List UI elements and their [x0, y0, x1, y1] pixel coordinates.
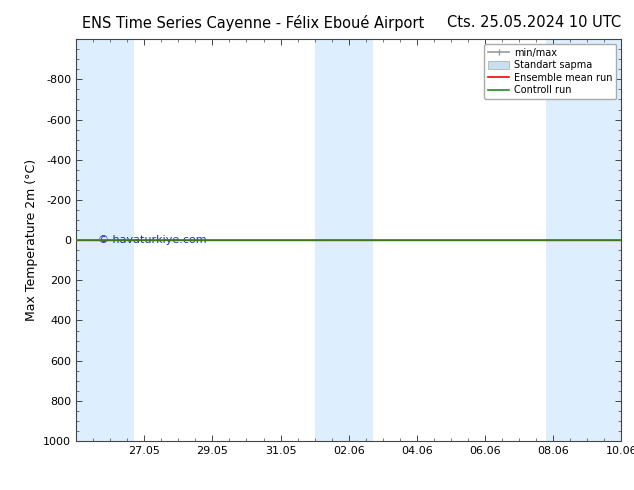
- Text: © havaturkiye.com: © havaturkiye.com: [98, 235, 207, 245]
- Text: ENS Time Series Cayenne - Félix Eboué Airport: ENS Time Series Cayenne - Félix Eboué Ai…: [82, 15, 425, 31]
- Y-axis label: Max Temperature 2m (°C): Max Temperature 2m (°C): [25, 159, 37, 321]
- Text: Cts. 25.05.2024 10 UTC: Cts. 25.05.2024 10 UTC: [447, 15, 621, 30]
- Bar: [314, 39, 373, 441]
- Bar: [547, 39, 621, 441]
- Legend: min/max, Standart sapma, Ensemble mean run, Controll run: min/max, Standart sapma, Ensemble mean r…: [484, 44, 616, 99]
- Bar: [76, 39, 134, 441]
